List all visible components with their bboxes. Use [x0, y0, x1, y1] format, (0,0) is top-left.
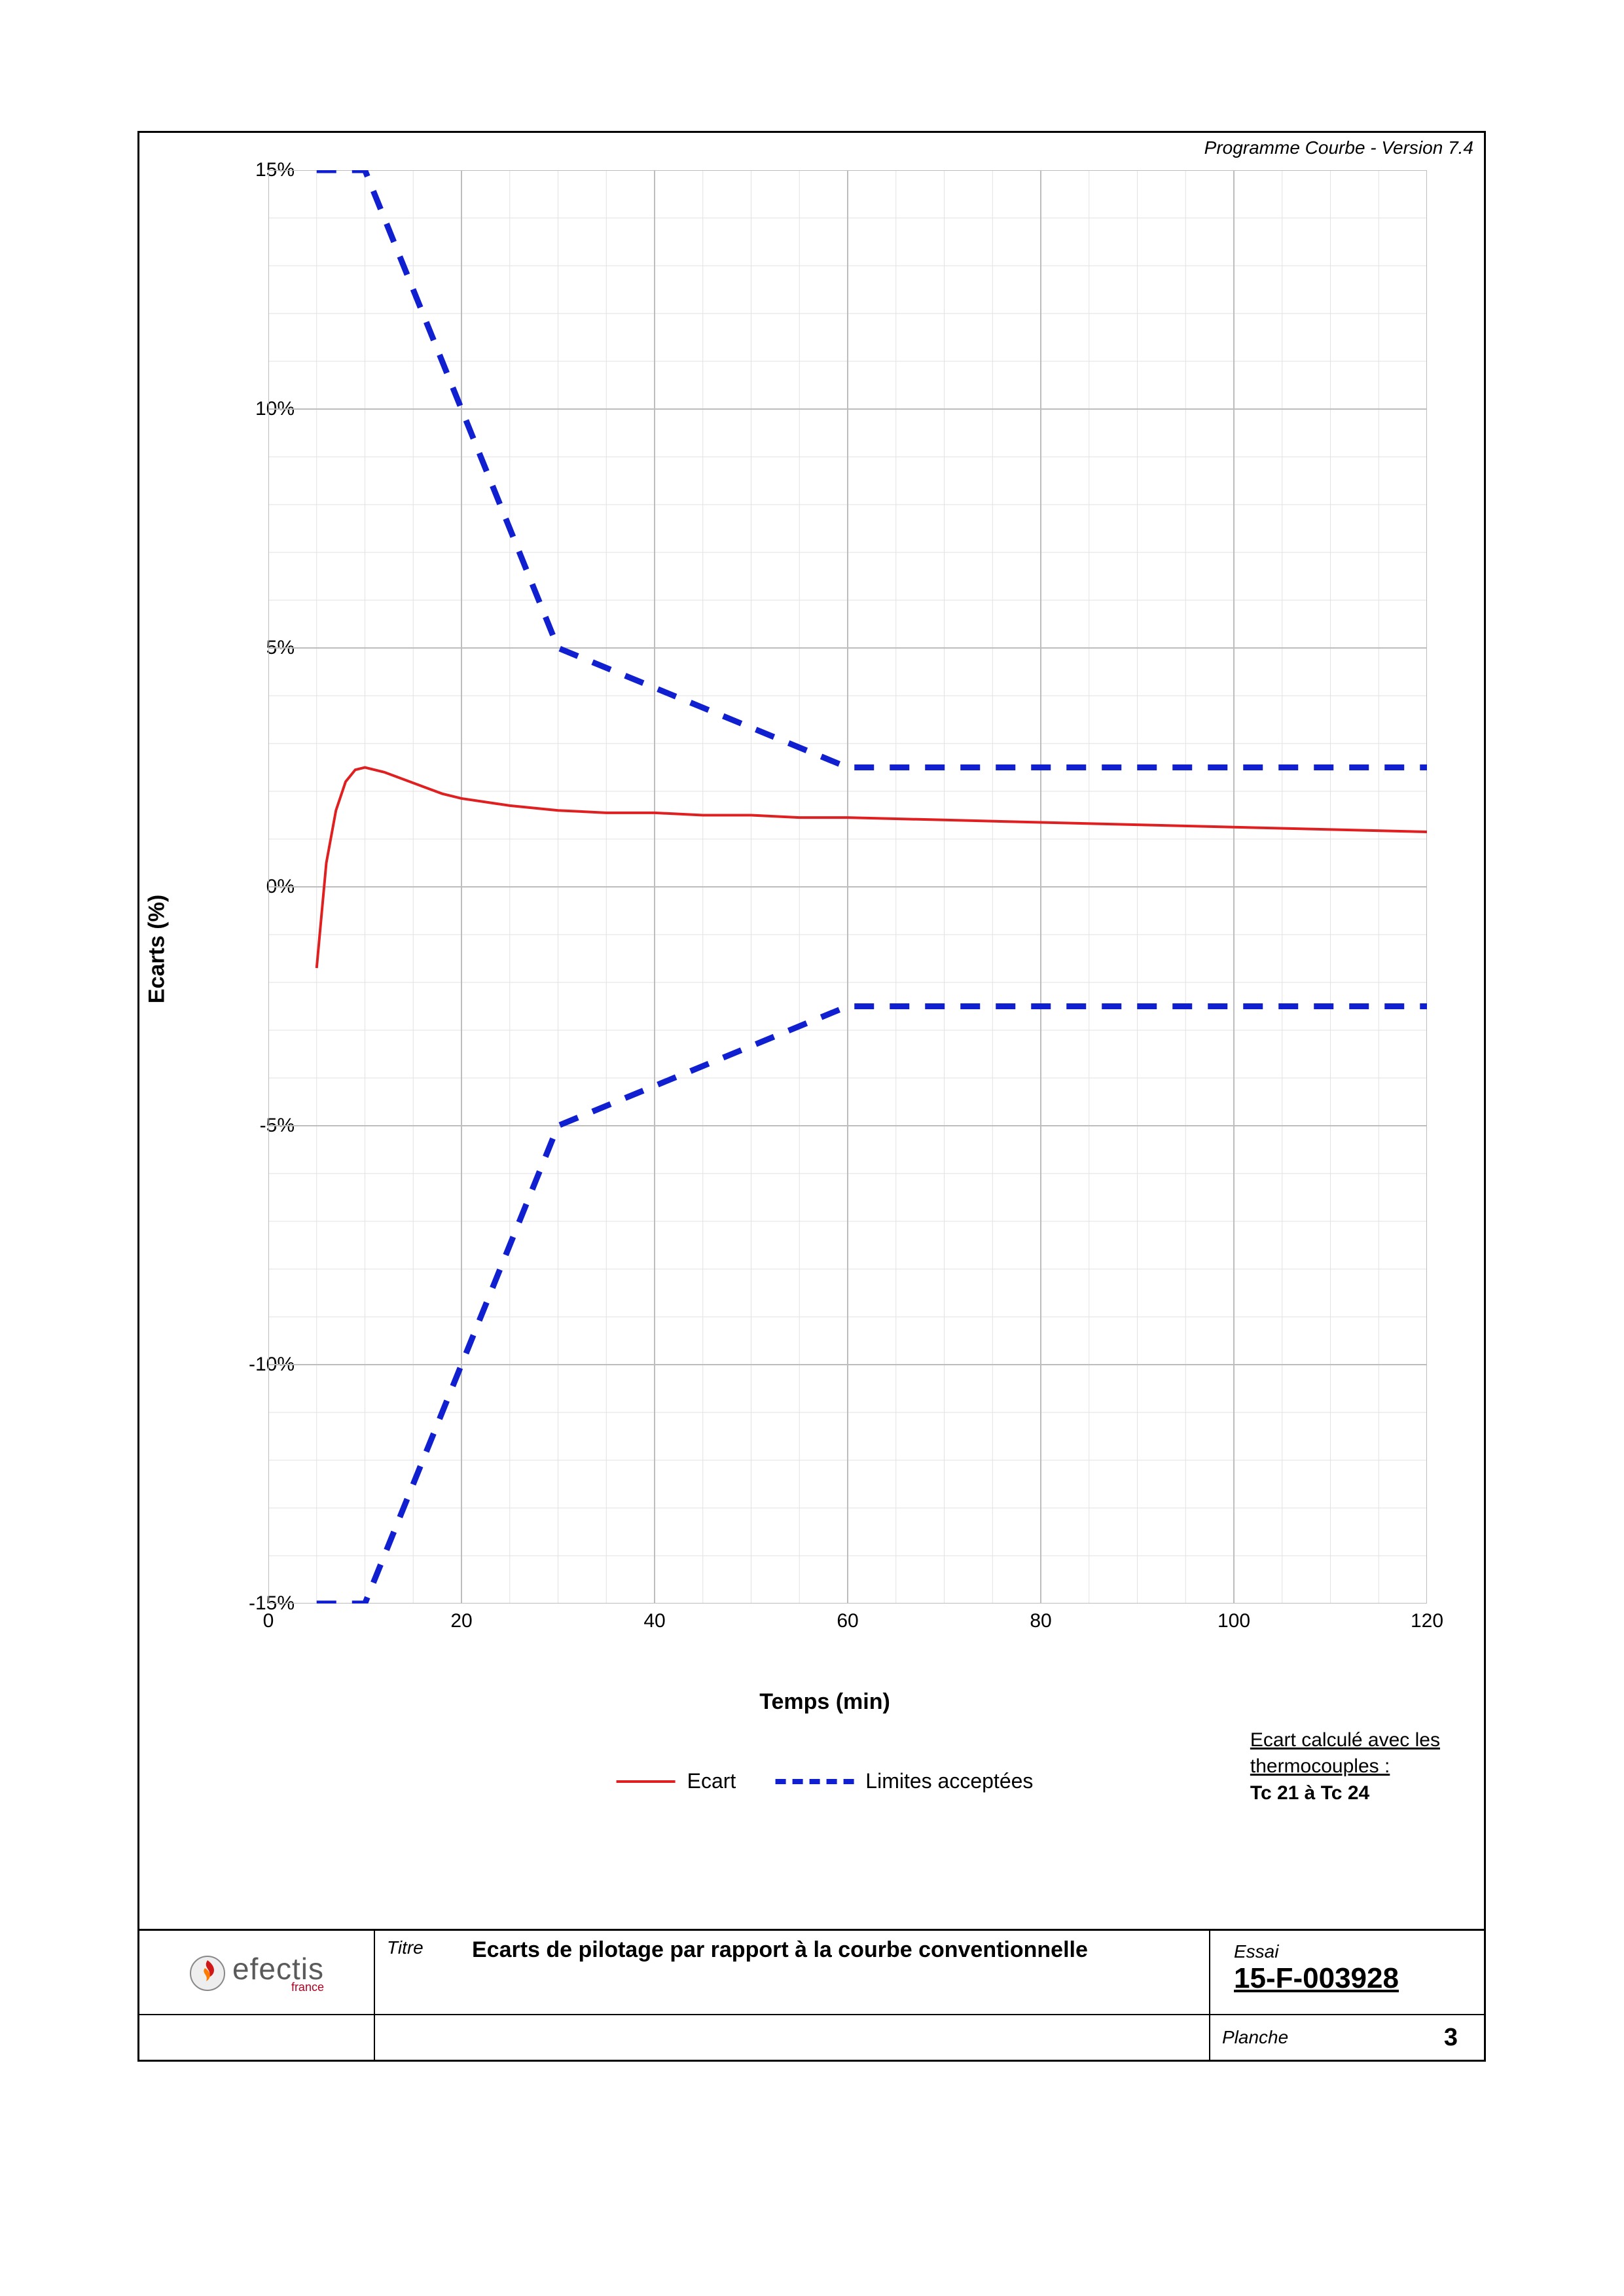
essai-number: 15-F-003928 [1222, 1962, 1472, 1995]
essai-block: Essai 15-F-003928 [1209, 1931, 1484, 2016]
logo-cell: efectis france [139, 1931, 375, 2016]
y-axis-label: Ecarts (%) [145, 895, 170, 1003]
legend-item-ecart: Ecart [617, 1769, 736, 1793]
program-version: Programme Courbe - Version 7.4 [1204, 137, 1473, 158]
chart-area: Ecarts (%) -15%-10%-5%0%5%10%15% 0204060… [183, 164, 1466, 1734]
x-tick-label: 20 [450, 1610, 472, 1632]
title-block: efectis france Titre Ecarts de pilotage … [137, 1931, 1486, 2062]
thermocouple-note: Ecart calculé avec les thermocouples : T… [1250, 1727, 1440, 1807]
note-line2: thermocouples : [1250, 1753, 1440, 1780]
x-tick-label: 0 [263, 1610, 274, 1632]
flame-icon [189, 1955, 226, 1992]
logo: efectis france [189, 1954, 324, 1993]
x-tick-label: 80 [1030, 1610, 1051, 1632]
x-tick-label: 40 [643, 1610, 665, 1632]
titre-text: Ecarts de pilotage par rapport à la cour… [460, 1931, 1115, 2016]
x-tick-label: 120 [1411, 1610, 1443, 1632]
legend-swatch-limites [775, 1779, 854, 1784]
legend-label-ecart: Ecart [687, 1769, 736, 1793]
essai-label: Essai [1222, 1937, 1472, 1962]
x-axis-label: Temps (min) [759, 1689, 890, 1715]
planche-row: Planche 3 [139, 2014, 1484, 2060]
titre-label: Titre [375, 1931, 460, 2016]
note-line3: Tc 21 à Tc 24 [1250, 1782, 1369, 1804]
planche-label: Planche [1210, 2027, 1300, 2048]
logo-brand: efectis [232, 1954, 324, 1984]
note-line1: Ecart calculé avec les [1250, 1727, 1440, 1754]
x-tick-label: 100 [1218, 1610, 1250, 1632]
planche-number: 3 [1444, 2024, 1484, 2052]
legend: Ecart Limites acceptées [617, 1769, 1034, 1793]
legend-label-limites: Limites acceptées [865, 1769, 1033, 1793]
logo-sub: france [232, 1981, 324, 1993]
x-tick-label: 60 [837, 1610, 858, 1632]
legend-swatch-ecart [617, 1780, 676, 1783]
legend-item-limites: Limites acceptées [775, 1769, 1033, 1793]
plot-region [268, 170, 1427, 1604]
